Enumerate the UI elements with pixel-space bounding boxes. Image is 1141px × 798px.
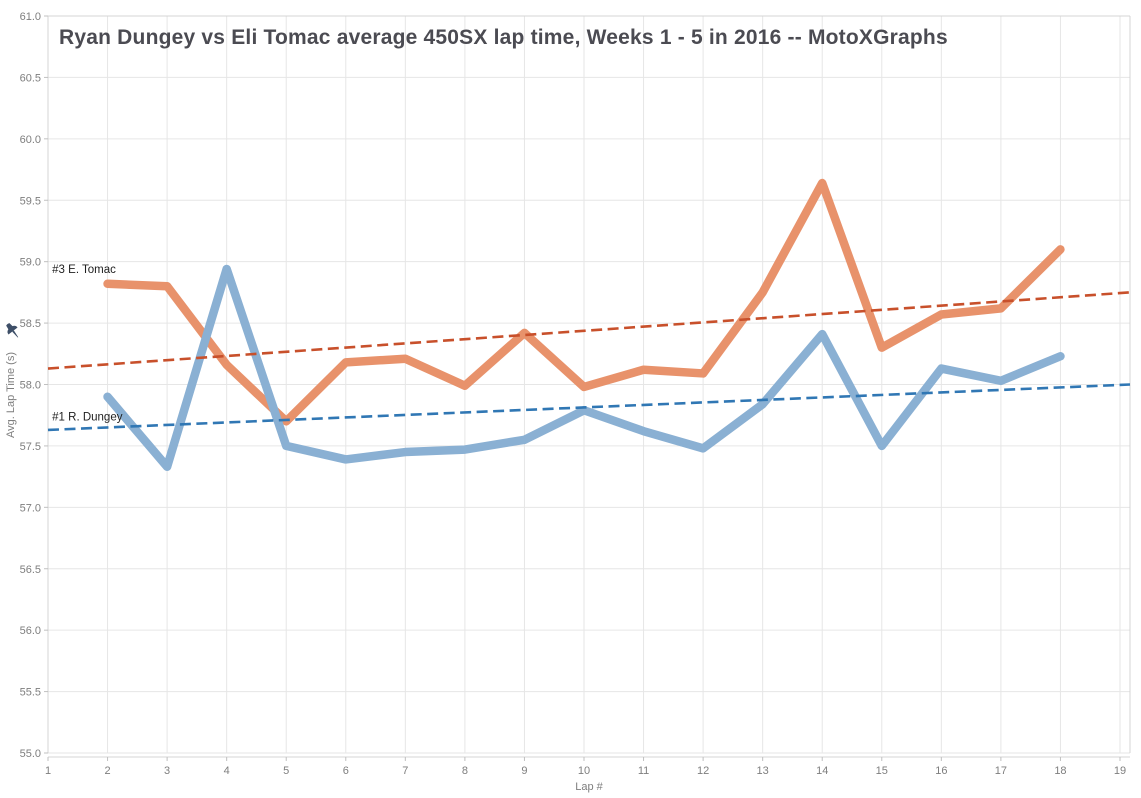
x-tick-label: 15 xyxy=(876,765,888,777)
x-axis-title: Lap # xyxy=(575,781,603,793)
x-tick-label: 1 xyxy=(45,765,51,777)
x-tick-label: 12 xyxy=(697,765,709,777)
x-tick-label: 11 xyxy=(638,765,649,777)
series-line-0[interactable] xyxy=(103,178,1065,426)
x-tick-label: 7 xyxy=(402,765,408,777)
series-line-1[interactable] xyxy=(103,264,1065,472)
y-tick-label: 58.5 xyxy=(20,318,41,330)
x-tick-label: 5 xyxy=(283,765,289,777)
x-tick-label: 4 xyxy=(224,765,230,777)
y-tick-label: 61.0 xyxy=(20,11,41,23)
y-tick-label: 58.0 xyxy=(20,380,41,392)
x-tick-label: 8 xyxy=(462,765,468,777)
x-tick-label: 13 xyxy=(757,765,769,777)
y-tick-label: 55.0 xyxy=(20,748,41,760)
series-label: #3 E. Tomac xyxy=(52,264,116,276)
y-axis-title: Avg. Lap Time (s) xyxy=(5,352,17,438)
y-tick-label: 57.5 xyxy=(20,441,41,453)
y-tick-label: 60.5 xyxy=(20,72,41,84)
x-tick-label: 18 xyxy=(1054,765,1066,777)
x-tick-label: 19 xyxy=(1114,765,1126,777)
x-tick-label: 3 xyxy=(164,765,170,777)
x-tick-label: 2 xyxy=(104,765,110,777)
pin-icon[interactable] xyxy=(3,320,23,341)
y-tick-label: 55.5 xyxy=(20,687,41,699)
x-tick-label: 16 xyxy=(935,765,947,777)
series-label: #1 R. Dungey xyxy=(52,411,123,423)
y-tick-label: 59.5 xyxy=(20,195,41,207)
y-tick-label: 57.0 xyxy=(20,502,41,514)
x-tick-label: 10 xyxy=(578,765,590,777)
y-tick-label: 56.5 xyxy=(20,564,41,576)
x-tick-label: 14 xyxy=(816,765,828,777)
x-tick-label: 6 xyxy=(343,765,349,777)
y-tick-label: 56.0 xyxy=(20,625,41,637)
x-tick-label: 17 xyxy=(995,765,1007,777)
x-tick-label: 9 xyxy=(521,765,527,777)
y-tick-label: 59.0 xyxy=(20,257,41,269)
y-tick-label: 60.0 xyxy=(20,134,41,146)
